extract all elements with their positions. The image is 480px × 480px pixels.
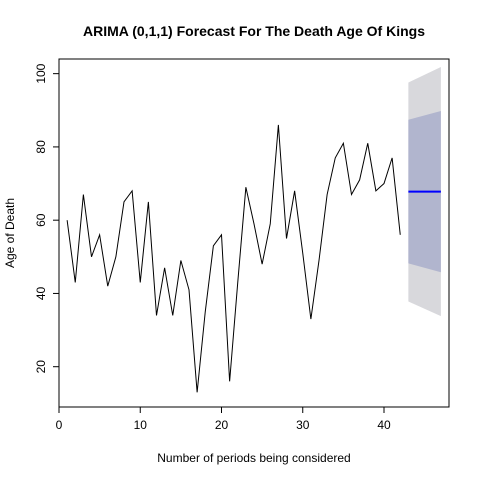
x-axis-label: Number of periods being considered bbox=[157, 451, 350, 465]
y-tick-label: 40 bbox=[34, 286, 48, 300]
x-tick-label: 30 bbox=[296, 418, 310, 432]
x-axis: 0 10 20 30 40 bbox=[56, 406, 391, 432]
series-layer bbox=[66, 124, 441, 393]
y-axis: 20 40 60 80 100 bbox=[34, 63, 60, 374]
y-tick-label: 80 bbox=[34, 140, 48, 154]
x-tick-label: 10 bbox=[134, 418, 148, 432]
x-tick-label: 20 bbox=[215, 418, 229, 432]
x-tick-label: 40 bbox=[377, 418, 391, 432]
observed-series-line bbox=[66, 124, 401, 393]
chart-title: ARIMA (0,1,1) Forecast For The Death Age… bbox=[83, 23, 425, 39]
y-axis-label: Age of Death bbox=[3, 198, 17, 268]
y-tick-label: 100 bbox=[34, 63, 48, 83]
y-tick-label: 20 bbox=[34, 360, 48, 374]
x-tick-label: 0 bbox=[56, 418, 63, 432]
plot-frame bbox=[58, 58, 450, 408]
y-tick-label: 60 bbox=[34, 213, 48, 227]
